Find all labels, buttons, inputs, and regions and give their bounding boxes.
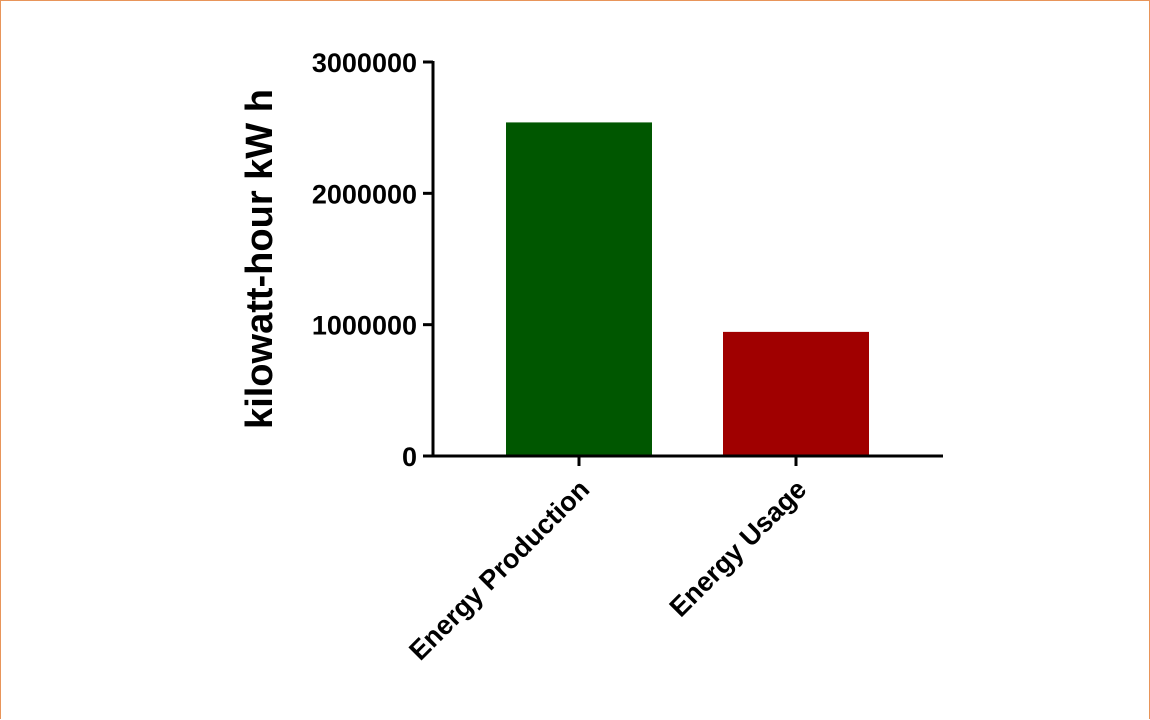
x-tick-label: Energy Production (403, 474, 595, 666)
y-axis-title: kilowatt-hour kW h (239, 89, 281, 429)
y-tick-label: 0 (402, 442, 417, 472)
x-tick-label: Energy Usage (664, 474, 813, 623)
plot-area: 0 1000000 2000000 3000000 Energy Production E… (312, 48, 943, 666)
bar-energy-usage (723, 331, 869, 456)
y-tick-label: 3000000 (312, 48, 417, 78)
y-tick-label: 1000000 (312, 311, 417, 341)
bar-energy-production (506, 122, 652, 456)
y-tick-label: 2000000 (312, 179, 417, 209)
